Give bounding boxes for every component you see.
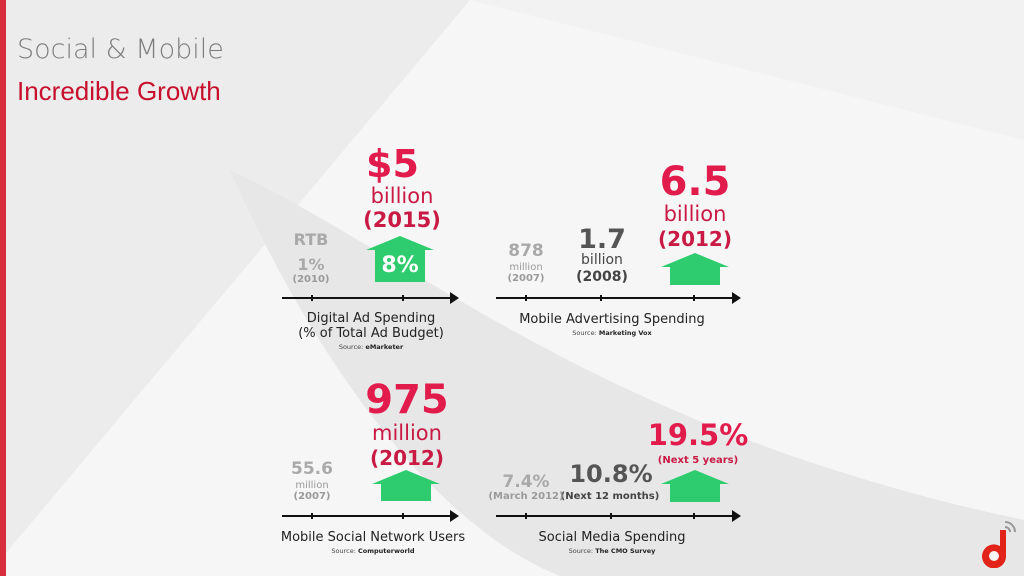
- timeline-tick: [610, 513, 612, 519]
- old-year: (2010): [292, 274, 330, 285]
- old-year: (2007): [293, 491, 331, 502]
- old-unit: million: [509, 262, 543, 273]
- old-unit: million: [295, 480, 329, 491]
- source-note: Source: The CMO Survey: [568, 547, 656, 555]
- growth-arrow-icon: [372, 470, 440, 501]
- timeline-axis: [496, 292, 741, 304]
- timeline-tick: [525, 295, 527, 301]
- big-value: 19.5%: [647, 418, 749, 452]
- mid-value: 10.8%: [569, 460, 653, 488]
- caption: Mobile Advertising Spending: [519, 312, 705, 327]
- big-period: (Next 5 years): [657, 455, 739, 466]
- mid-period: (Next 12 months): [560, 491, 660, 502]
- timeline-tick: [402, 513, 404, 519]
- slide-title: Social & Mobile: [17, 34, 224, 65]
- old-year: (2007): [507, 273, 545, 284]
- old-year: (March 2012): [488, 491, 564, 502]
- wifi-d-logo-icon: [982, 521, 1016, 568]
- caption-line2: (% of Total Ad Budget): [298, 326, 444, 341]
- big-year: (2012): [658, 227, 732, 251]
- rtb-label: RTB: [293, 230, 329, 249]
- timeline-tick: [600, 295, 602, 301]
- big-value: $5: [366, 142, 419, 186]
- timeline-axis: [496, 510, 741, 522]
- mid-year: (2008): [576, 269, 628, 285]
- old-value: 1%: [297, 255, 325, 274]
- source-note: Source: eMarketer: [338, 343, 404, 351]
- big-year: (2015): [363, 208, 441, 232]
- timeline-axis: [282, 510, 459, 522]
- big-unit: million: [372, 421, 442, 445]
- timeline-tick: [402, 295, 404, 301]
- big-value: 975: [365, 377, 449, 423]
- big-unit: billion: [370, 184, 434, 208]
- caption: Mobile Social Network Users: [280, 530, 466, 545]
- caption: Social Media Spending: [538, 530, 686, 545]
- source-note: Source: Computerworld: [331, 547, 415, 555]
- big-value: 6.5: [659, 159, 731, 205]
- source-note: Source: Marketing Vox: [572, 329, 652, 337]
- growth-arrow-icon: [661, 253, 729, 285]
- big-year: (2012): [370, 446, 444, 470]
- mid-unit: billion: [581, 252, 623, 268]
- mid-value: 1.7: [578, 224, 626, 255]
- old-value: 878: [508, 241, 544, 261]
- old-value: 55.6: [291, 459, 333, 479]
- timeline-tick: [311, 513, 313, 519]
- growth-arrow-icon: 8%: [366, 236, 434, 282]
- timeline-axis: [282, 292, 459, 304]
- caption-line1: Digital Ad Spending: [306, 311, 436, 326]
- timeline-tick: [693, 513, 695, 519]
- timeline-tick: [311, 295, 313, 301]
- timeline-tick: [693, 295, 695, 301]
- old-value: 7.4%: [502, 472, 550, 492]
- slide-subtitle: Incredible Growth: [17, 76, 221, 106]
- arrow-label: 8%: [375, 250, 425, 282]
- accent-bar: [0, 0, 6, 576]
- timeline-tick: [525, 513, 527, 519]
- growth-arrow-icon: [661, 470, 729, 502]
- big-unit: billion: [663, 202, 727, 226]
